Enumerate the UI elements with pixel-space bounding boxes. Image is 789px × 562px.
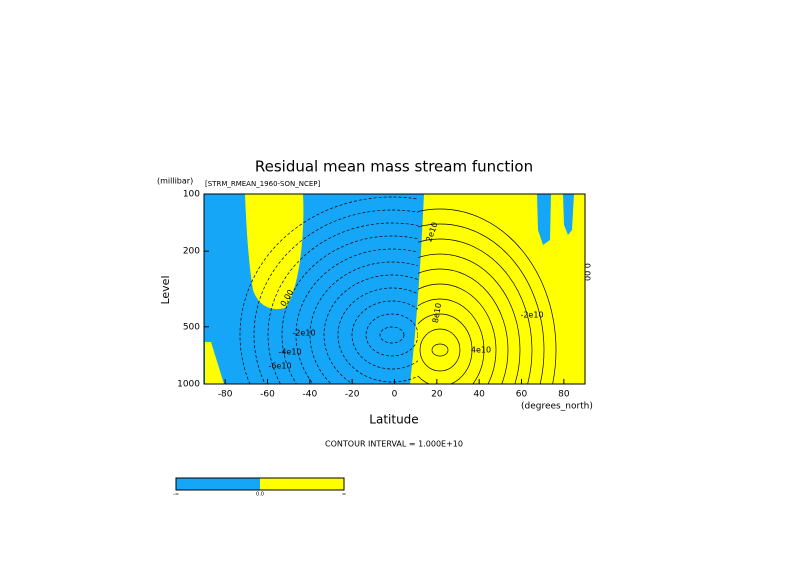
chart-title: Residual mean mass stream function (255, 158, 533, 176)
x-tick-label: 60 (516, 390, 528, 400)
contour-label: -2e10 (520, 311, 543, 320)
contour-line (281, 235, 418, 384)
x-tick-label: -20 (345, 390, 360, 400)
contour-line (351, 300, 418, 370)
contour-label: -2e10 (292, 329, 315, 338)
x-tick-label: 20 (431, 390, 443, 400)
positive-contours (418, 208, 557, 384)
colorbar-negative (176, 478, 260, 490)
contour-line (418, 208, 557, 384)
y-tick-label: 100 (183, 190, 200, 200)
y-units: (millibar) (157, 177, 193, 186)
contour-line (418, 283, 497, 384)
colorbar-label: ∞ (342, 492, 346, 498)
contour-line (337, 287, 418, 383)
colorbar-label: 0.0 (256, 492, 264, 498)
positive-region (410, 194, 585, 384)
y-tick-label: 500 (183, 322, 200, 332)
subtitle: [STRM_RMEAN_1960-SON_NCEP] (205, 180, 321, 188)
colorbar-positive (260, 478, 344, 490)
contour-label: -6e10 (268, 362, 291, 371)
x-tick-label: -60 (260, 390, 275, 400)
contour-line (379, 326, 405, 344)
contour-line (239, 196, 418, 384)
contour-line (267, 222, 418, 384)
contour-lines (239, 196, 557, 384)
y-tick-label: 1000 (177, 380, 200, 390)
x-units: (degrees_north) (521, 402, 593, 412)
x-axis-label: Latitude (369, 413, 418, 427)
contour-fills (204, 194, 585, 384)
contour-line (418, 298, 485, 384)
positive-region (245, 194, 304, 310)
contour-line (431, 343, 449, 357)
x-tick-label: 0 (392, 390, 398, 400)
negative-region (563, 194, 574, 235)
contour-line (418, 313, 473, 384)
contour-label: 0.00 (583, 263, 592, 281)
contour-label: 8e10 (431, 302, 443, 323)
contour-line (418, 223, 545, 384)
colorbar: -∞ 0.0 ∞ (173, 477, 346, 498)
negative-contours (239, 196, 418, 384)
contour-line (418, 238, 533, 384)
x-tick-label: -80 (218, 390, 233, 400)
negative-region (537, 194, 551, 245)
x-tick-label: -40 (302, 390, 317, 400)
y-tick-label: 200 (183, 247, 200, 257)
contour-line (365, 313, 418, 357)
contour-line (323, 274, 418, 384)
colorbar-frame (175, 477, 345, 491)
contour-line (418, 253, 521, 384)
contour-line (295, 248, 418, 384)
colorbar-label: -∞ (173, 492, 179, 498)
contour-line (418, 268, 509, 384)
contour-line (419, 328, 461, 372)
x-tick-label: 40 (473, 390, 485, 400)
contour-label: -4e10 (278, 348, 301, 357)
contour-label: 4e10 (471, 346, 491, 355)
y-axis-label: Level (159, 275, 172, 304)
x-tick-label: 80 (558, 390, 570, 400)
contour-interval-note: CONTOUR INTERVAL = 1.000E+10 (325, 440, 463, 449)
positive-region (205, 342, 224, 384)
